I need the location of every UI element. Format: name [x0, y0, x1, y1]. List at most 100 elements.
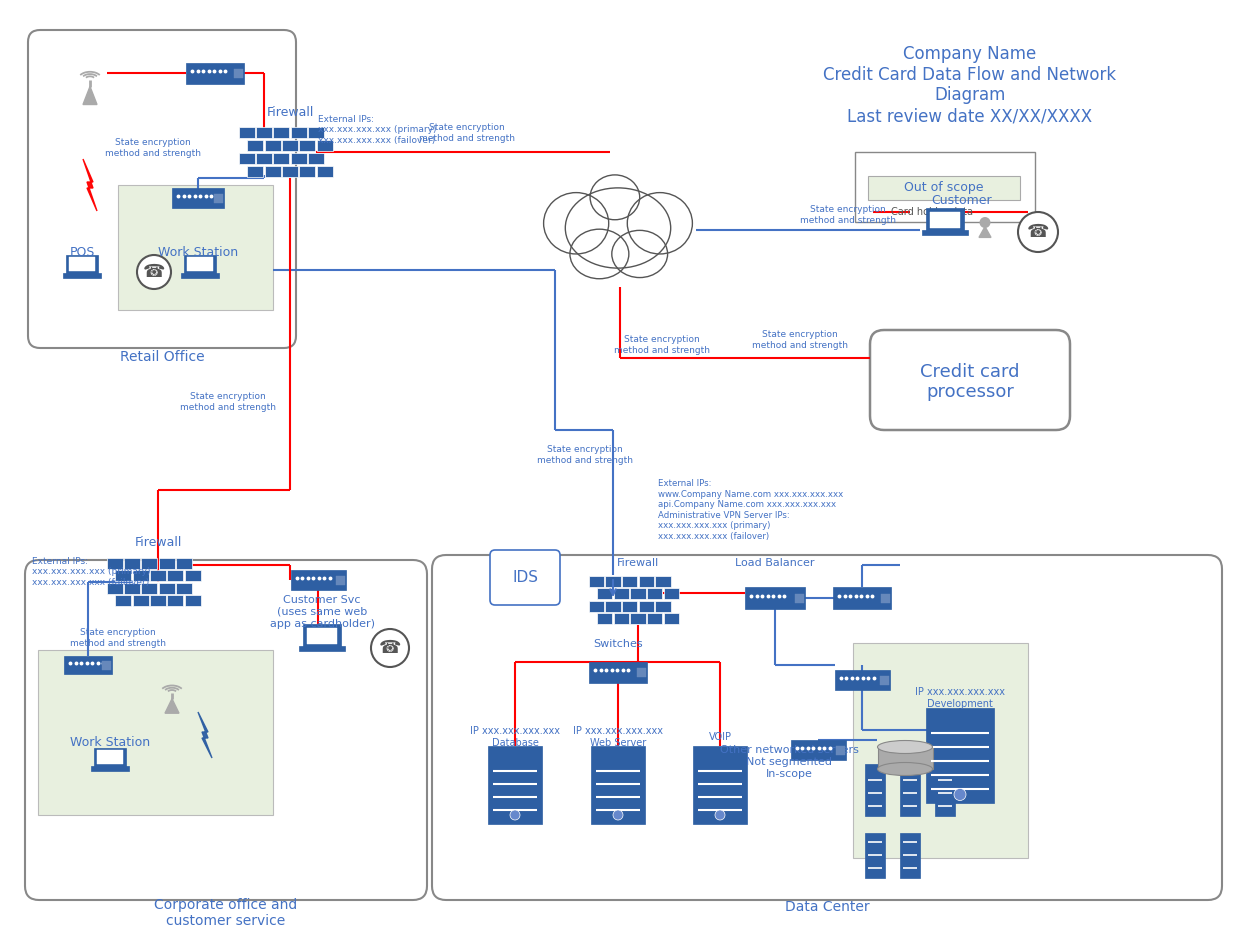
Text: IP xxx.xxx.xxx.xxx
Database: IP xxx.xxx.xxx.xxx Database: [470, 726, 560, 748]
Bar: [103, 661, 111, 670]
Polygon shape: [83, 159, 96, 211]
Bar: [795, 594, 803, 603]
Bar: [900, 764, 920, 816]
Bar: [265, 139, 281, 152]
Bar: [622, 576, 638, 587]
Bar: [64, 656, 112, 674]
Bar: [172, 188, 224, 208]
Bar: [630, 613, 645, 625]
Bar: [590, 661, 646, 683]
Bar: [614, 613, 629, 625]
Text: External IPs:
www.Company Name.com xxx.xxx.xxx.xxx
api.Company Name.com xxx.xxx.: External IPs: www.Company Name.com xxx.x…: [658, 479, 843, 541]
Bar: [639, 576, 654, 587]
Bar: [299, 646, 345, 651]
Text: State encryption
method and strength: State encryption method and strength: [614, 335, 709, 355]
Ellipse shape: [570, 229, 629, 279]
Bar: [597, 589, 612, 599]
Bar: [187, 257, 213, 271]
Bar: [900, 833, 920, 878]
Bar: [38, 650, 273, 815]
Bar: [177, 583, 192, 593]
Text: IP xxx.xxx.xxx.xxx
Development: IP xxx.xxx.xxx.xxx Development: [915, 688, 1005, 708]
Bar: [836, 746, 844, 755]
Bar: [648, 589, 662, 599]
Bar: [865, 833, 885, 878]
Ellipse shape: [565, 187, 671, 268]
FancyBboxPatch shape: [489, 550, 560, 605]
Bar: [115, 595, 131, 607]
Text: State encryption
method and strength: State encryption method and strength: [536, 446, 633, 464]
Bar: [247, 166, 263, 177]
Bar: [926, 208, 964, 231]
Bar: [664, 613, 679, 625]
Text: External IPs:
xxx.xxx.xxx.xxx (primary)
xxx.xxx.xxx.xxx (failover): External IPs: xxx.xxx.xxx.xxx (primary) …: [318, 115, 436, 145]
Bar: [316, 166, 332, 177]
Bar: [606, 576, 620, 587]
Polygon shape: [164, 699, 179, 713]
Text: State encryption
method and strength: State encryption method and strength: [751, 331, 848, 349]
Bar: [124, 558, 140, 569]
Bar: [141, 558, 157, 569]
Bar: [639, 601, 654, 611]
Text: ☎: ☎: [1027, 223, 1049, 241]
Bar: [167, 595, 183, 607]
Text: Customer: Customer: [932, 193, 993, 206]
Bar: [150, 595, 166, 607]
Bar: [158, 583, 174, 593]
Bar: [117, 185, 273, 310]
Bar: [630, 589, 645, 599]
Bar: [256, 153, 272, 164]
Bar: [299, 139, 315, 152]
Bar: [106, 558, 122, 569]
Bar: [791, 740, 845, 760]
Bar: [177, 558, 192, 569]
Bar: [185, 570, 200, 581]
Bar: [855, 152, 1035, 222]
Text: POS: POS: [69, 246, 95, 258]
Bar: [922, 230, 968, 235]
Text: Credit card
processor: Credit card processor: [921, 363, 1020, 401]
Polygon shape: [83, 87, 96, 105]
Bar: [693, 746, 747, 824]
Bar: [180, 273, 219, 278]
Bar: [185, 62, 243, 84]
Bar: [132, 570, 148, 581]
Bar: [307, 628, 337, 644]
Bar: [606, 601, 620, 611]
Bar: [63, 273, 101, 278]
Bar: [865, 764, 885, 816]
Text: State encryption
method and strength: State encryption method and strength: [180, 392, 276, 412]
Text: Work Station: Work Station: [70, 737, 150, 750]
Bar: [588, 576, 604, 587]
FancyBboxPatch shape: [433, 555, 1222, 900]
Text: State encryption
method and strength: State encryption method and strength: [105, 138, 201, 157]
Bar: [256, 127, 272, 138]
Text: Corporate office and
customer service: Corporate office and customer service: [154, 898, 298, 928]
Bar: [69, 257, 95, 271]
Bar: [664, 589, 679, 599]
Bar: [648, 613, 662, 625]
Bar: [282, 166, 298, 177]
Bar: [299, 166, 315, 177]
Bar: [834, 670, 890, 690]
Bar: [308, 127, 324, 138]
Bar: [98, 751, 122, 764]
Text: ☎: ☎: [378, 639, 402, 657]
Bar: [239, 153, 255, 164]
Bar: [158, 558, 174, 569]
Circle shape: [137, 255, 171, 289]
FancyBboxPatch shape: [25, 560, 426, 900]
Text: External IPs:
xxx.xxx.xxx.xxx (primary)
xxx.xxx.xxx.xxx (failover): External IPs: xxx.xxx.xxx.xxx (primary) …: [32, 557, 151, 587]
Bar: [67, 254, 98, 274]
Bar: [880, 676, 889, 685]
Bar: [614, 589, 629, 599]
Bar: [588, 601, 604, 611]
Ellipse shape: [590, 175, 640, 219]
Ellipse shape: [628, 192, 692, 254]
Bar: [637, 668, 646, 677]
Bar: [141, 583, 157, 593]
Bar: [597, 613, 612, 625]
Bar: [622, 601, 638, 611]
Circle shape: [371, 629, 409, 667]
Circle shape: [613, 810, 623, 820]
